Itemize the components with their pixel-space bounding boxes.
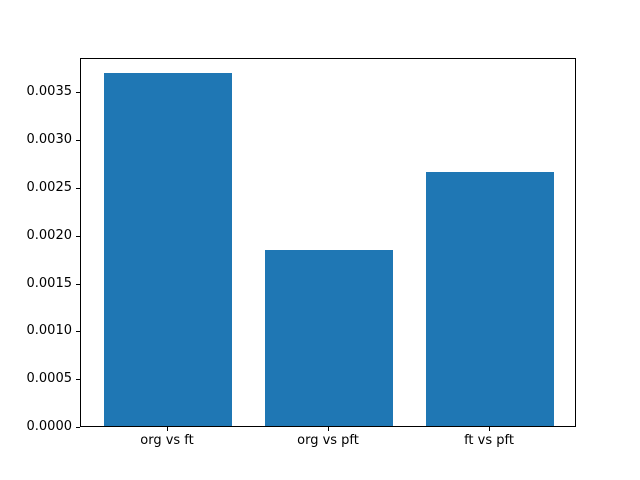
x-tick-label: ft vs pft bbox=[464, 433, 514, 448]
y-tick-label: 0.0035 bbox=[26, 84, 73, 100]
y-tick-mark bbox=[76, 235, 80, 237]
y-tick-label: 0.0010 bbox=[26, 323, 73, 339]
y-tick-label: 0.0000 bbox=[26, 419, 73, 434]
bar-org-vs-pft bbox=[264, 250, 394, 426]
x-tick-mark bbox=[489, 427, 490, 431]
x-tick-label: org vs pft bbox=[297, 433, 359, 448]
y-tick-mark bbox=[76, 140, 80, 142]
y-tick-mark bbox=[76, 427, 80, 428]
y-tick-label: 0.0030 bbox=[26, 132, 73, 148]
y-tick-mark bbox=[76, 92, 80, 94]
x-tick-mark bbox=[328, 427, 329, 431]
y-tick-label: 0.0005 bbox=[26, 371, 73, 387]
x-tick-mark bbox=[167, 427, 168, 431]
y-tick-mark bbox=[76, 331, 80, 333]
axes bbox=[80, 58, 576, 427]
y-tick-label: 0.0020 bbox=[26, 227, 73, 243]
y-tick-mark bbox=[76, 379, 80, 381]
y-tick-label: 0.0015 bbox=[26, 275, 73, 291]
y-tick-label: 0.0025 bbox=[26, 180, 73, 195]
x-tick-label: org vs ft bbox=[140, 433, 194, 448]
bar-org-vs-ft bbox=[103, 73, 233, 426]
y-tick-mark bbox=[76, 188, 80, 189]
y-tick-mark bbox=[76, 283, 80, 285]
bar-ft-vs-pft bbox=[425, 171, 555, 426]
